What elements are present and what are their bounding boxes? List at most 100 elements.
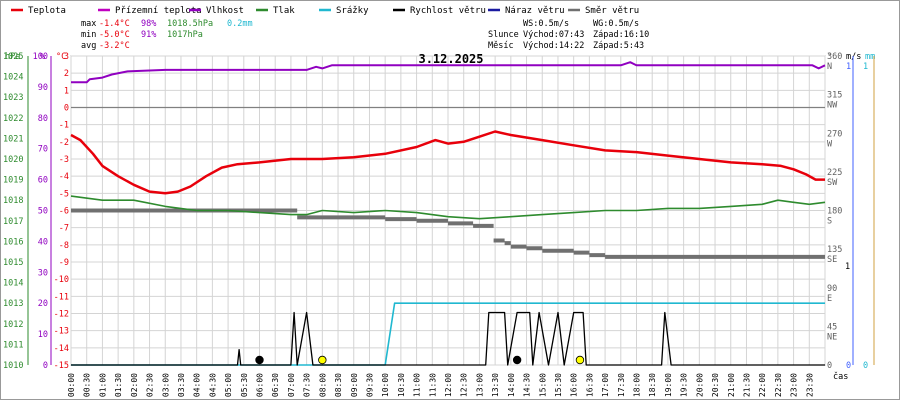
humidity-tick: 60 bbox=[38, 176, 48, 186]
x-tick-label: 09:00 bbox=[350, 373, 359, 397]
x-tick-label: 07:30 bbox=[303, 373, 312, 397]
x-tick-label: 03:00 bbox=[161, 373, 170, 397]
x-tick-label: 16:00 bbox=[570, 373, 579, 397]
x-tick-label: 19:30 bbox=[680, 373, 689, 397]
x-tick-label: 10:00 bbox=[381, 373, 390, 397]
info-moon-rise: Východ:14:22 bbox=[523, 41, 584, 51]
stat-max-temp: -1.4°C bbox=[99, 19, 130, 29]
legend-label: Rychlost větru bbox=[410, 6, 486, 16]
stat-min-hum: 91% bbox=[141, 30, 156, 40]
marker-dot bbox=[512, 355, 522, 365]
x-tick-label: 22:00 bbox=[758, 373, 767, 397]
x-tick-label: 01:30 bbox=[114, 373, 123, 397]
temperature-tick: -13 bbox=[54, 327, 69, 337]
pressure-tick: 1020 bbox=[3, 155, 23, 165]
legend-label: Vlhkost bbox=[206, 6, 244, 16]
temperature-tick: -5 bbox=[59, 189, 69, 199]
rain-axis-unit: mm bbox=[865, 52, 875, 62]
x-axis-label: čas bbox=[833, 371, 848, 382]
direction-compass: E bbox=[827, 294, 832, 304]
pressure-tick: 1015 bbox=[3, 258, 23, 268]
x-tick-label: 21:30 bbox=[742, 373, 751, 397]
pressure-tick: 1024 bbox=[3, 73, 23, 83]
direction-tick: 315 bbox=[827, 91, 842, 101]
temperature-tick: 1 bbox=[64, 86, 69, 96]
x-tick-label: 07:00 bbox=[287, 373, 296, 397]
temperature-tick: -10 bbox=[54, 275, 69, 285]
x-tick-label: 04:00 bbox=[193, 373, 202, 397]
x-tick-label: 14:00 bbox=[507, 373, 516, 397]
humidity-tick: 70 bbox=[38, 145, 48, 155]
pressure-tick: 1018 bbox=[3, 196, 23, 206]
x-tick-label: 05:30 bbox=[240, 373, 249, 397]
legend-label: Teplota bbox=[28, 6, 66, 16]
stat-max-hum: 98% bbox=[141, 19, 156, 29]
wind-axis-unit: m/s bbox=[846, 52, 861, 62]
rain-tick: 1 bbox=[863, 62, 868, 72]
x-tick-label: 06:00 bbox=[256, 373, 265, 397]
humidity-tick: 100 bbox=[33, 52, 48, 62]
humidity-tick: 40 bbox=[38, 237, 48, 247]
direction-tick: 360 bbox=[827, 52, 842, 62]
pressure-tick: 1010 bbox=[3, 361, 23, 371]
x-tick-label: 00:00 bbox=[67, 373, 76, 397]
legend-label: Přízemní teplota bbox=[115, 6, 202, 16]
stat-max-rain: 0.2mm bbox=[227, 19, 253, 29]
pressure-tick: 1012 bbox=[3, 320, 23, 330]
stat-min-label: min bbox=[81, 30, 96, 40]
humidity-tick: 10 bbox=[38, 330, 48, 340]
humidity-tick: 20 bbox=[38, 299, 48, 309]
x-tick-label: 03:30 bbox=[177, 373, 186, 397]
direction-tick: 135 bbox=[827, 245, 842, 255]
x-tick-label: 01:00 bbox=[98, 373, 107, 397]
chart-axes: hPa1025102410231022102110201019101810171… bbox=[3, 52, 875, 382]
x-tick-label: 17:00 bbox=[601, 373, 610, 397]
chart-legend: Teplota Přízemní teplota Vlhkost Tlak Srážky… bbox=[11, 6, 639, 16]
series-teplota bbox=[70, 130, 825, 195]
x-tick-label: 17:30 bbox=[617, 373, 626, 397]
wind-tick: 1 bbox=[846, 62, 851, 72]
temperature-tick: 3 bbox=[64, 52, 69, 62]
temperature-tick: 0 bbox=[64, 104, 69, 114]
x-tick-label: 18:00 bbox=[633, 373, 642, 397]
direction-tick: 0 bbox=[827, 361, 832, 371]
pressure-tick: 1011 bbox=[3, 340, 23, 350]
x-tick-label: 15:00 bbox=[538, 373, 547, 397]
temperature-tick: -9 bbox=[59, 258, 69, 268]
chart-header-stats: max -1.4°C 98% 1018.5hPa 0.2mm min -5.0°… bbox=[81, 19, 649, 66]
stat-avg-label: avg bbox=[81, 41, 96, 51]
wind-tick: 0 bbox=[846, 361, 851, 371]
x-tick-label: 00:30 bbox=[83, 373, 92, 397]
direction-tick: 45 bbox=[827, 322, 837, 332]
x-tick-label: 02:30 bbox=[146, 373, 155, 397]
x-tick-label: 12:30 bbox=[460, 373, 469, 397]
marker-dot bbox=[318, 355, 327, 365]
humidity-axis-unit: % bbox=[40, 52, 45, 62]
x-tick-label: 13:00 bbox=[475, 373, 484, 397]
temperature-axis-unit: °C bbox=[56, 52, 66, 62]
pressure-tick: 1016 bbox=[3, 237, 23, 247]
humidity-tick: 90 bbox=[38, 83, 48, 93]
chart-title: 3.12.2025 bbox=[418, 52, 483, 66]
humidity-tick: 0 bbox=[43, 361, 48, 371]
direction-tick: 180 bbox=[827, 207, 842, 217]
temperature-tick: -1 bbox=[59, 121, 69, 131]
x-tick-label: 12:00 bbox=[444, 373, 453, 397]
humidity-tick: 30 bbox=[38, 268, 48, 278]
pressure-tick: 1019 bbox=[3, 176, 23, 186]
x-tick-label: 08:30 bbox=[334, 373, 343, 397]
x-tick-label: 22:30 bbox=[774, 373, 783, 397]
temperature-tick: -8 bbox=[59, 241, 69, 251]
pressure-tick: 1017 bbox=[3, 217, 23, 227]
direction-tick: 90 bbox=[827, 284, 837, 294]
x-tick-label: 10:30 bbox=[397, 373, 406, 397]
humidity-tick: 80 bbox=[38, 114, 48, 124]
temperature-tick: -2 bbox=[59, 138, 69, 148]
direction-compass: W bbox=[827, 139, 833, 149]
x-tick-label: 13:30 bbox=[491, 373, 500, 397]
x-tick-label: 05:00 bbox=[224, 373, 233, 397]
temperature-tick: 2 bbox=[64, 69, 69, 79]
info-ws: WS:0.5m/s bbox=[523, 19, 569, 29]
x-tick-label: 18:30 bbox=[648, 373, 657, 397]
x-tick-label: 11:30 bbox=[428, 373, 437, 397]
